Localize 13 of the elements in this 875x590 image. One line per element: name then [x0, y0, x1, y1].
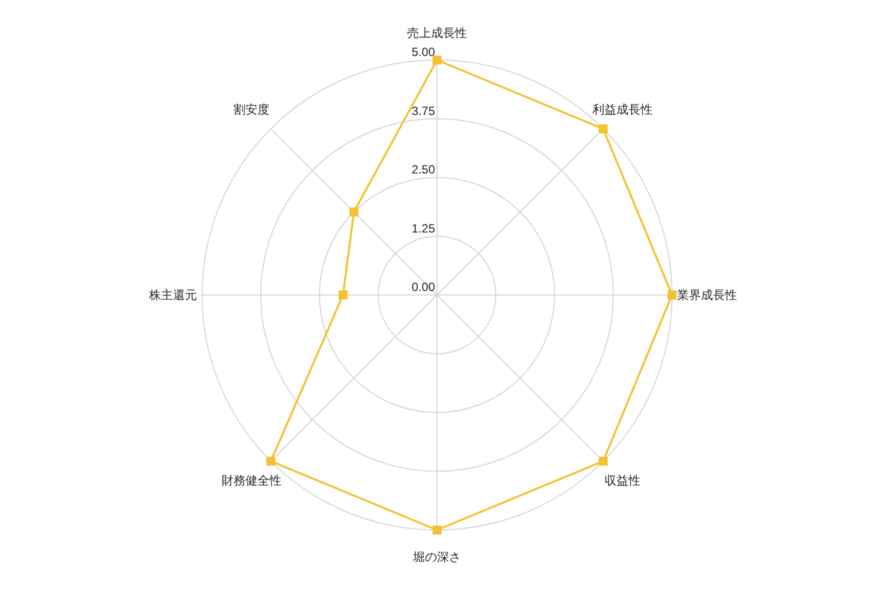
spoke-label: 財務健全性	[222, 473, 282, 488]
spoke-label: 収益性	[604, 473, 640, 488]
y-tick-label: 1.25	[412, 221, 436, 236]
spoke-label: 業界成長性	[677, 288, 737, 302]
spoke-label: 利益成長性	[592, 102, 652, 117]
spoke-label: 売上成長性	[407, 26, 467, 40]
y-tick-label: 3.75	[412, 104, 436, 118]
spoke-label: 株主還元	[148, 288, 197, 302]
spoke-label: 割安度	[234, 102, 270, 117]
y-tick-label: 5.00	[412, 45, 436, 59]
spoke-label: 堀の深さ	[412, 550, 461, 564]
y-tick-label: 0.00	[412, 280, 436, 294]
y-tick-label: 2.50	[412, 162, 436, 176]
